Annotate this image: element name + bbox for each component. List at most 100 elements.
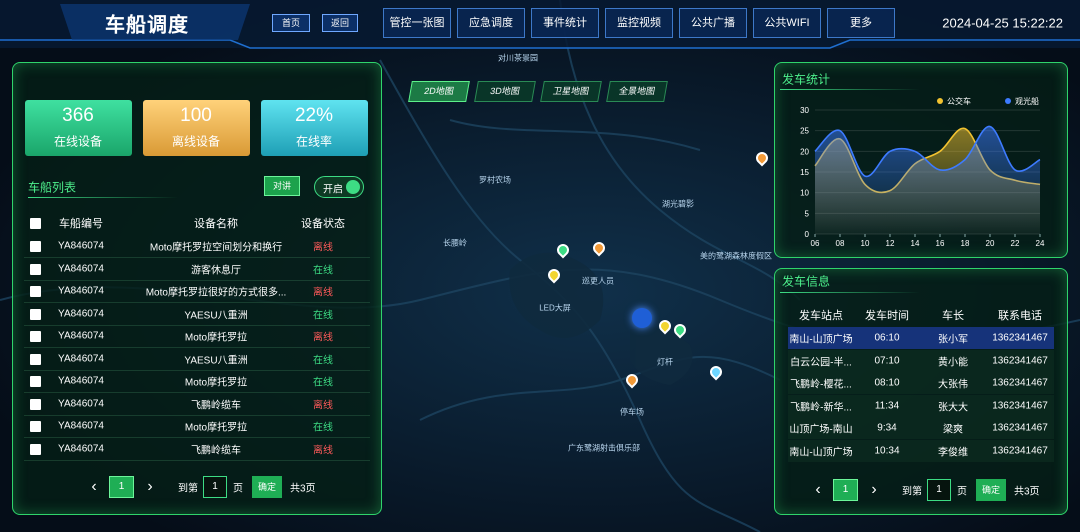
row-divider xyxy=(24,279,370,281)
header-button[interactable]: 返回 xyxy=(322,14,358,32)
table-cell: 南山-山顶广场 xyxy=(789,334,853,346)
map-marker[interactable] xyxy=(656,317,674,335)
pager-confirm[interactable]: 确定 xyxy=(976,479,1006,501)
toggle-switch[interactable]: 开启 xyxy=(314,176,364,198)
talk-button[interactable]: 对讲 xyxy=(264,176,300,196)
stat-value: 366 xyxy=(62,105,94,126)
map-label: 罗村农场 xyxy=(479,175,511,185)
table-cell: Moto摩托罗拉空间划分和换行 xyxy=(149,242,283,254)
map-marker[interactable] xyxy=(590,239,608,257)
table-cell: YAESU八重洲 xyxy=(184,310,248,321)
table-cell: 06:10 xyxy=(874,332,900,344)
checkbox[interactable] xyxy=(30,331,41,342)
table-header: 车长 xyxy=(942,310,964,322)
pager-goto: 到第 xyxy=(902,486,922,498)
checkbox[interactable] xyxy=(30,443,41,455)
pager-prev[interactable]: ‹ xyxy=(91,478,97,495)
map-marker[interactable] xyxy=(671,321,689,339)
table-cell: 在线 xyxy=(313,355,333,366)
checkbox[interactable] xyxy=(30,353,41,365)
pager-prev[interactable]: ‹ xyxy=(815,481,821,498)
row-bg[interactable] xyxy=(788,349,1054,372)
map-tab[interactable]: 全景地图 xyxy=(606,81,668,102)
table-cell: 1362341467 xyxy=(992,445,1048,456)
nav-tab[interactable]: 更多 xyxy=(827,8,895,38)
selected-row[interactable] xyxy=(788,327,1054,349)
checkbox[interactable] xyxy=(30,421,41,432)
map-tab[interactable]: 3D地图 xyxy=(474,81,536,102)
map-cluster[interactable] xyxy=(632,308,652,328)
row-bg[interactable] xyxy=(788,372,1054,394)
table-cell: 白云公园-半... xyxy=(790,357,852,368)
header-button[interactable]: 首页 xyxy=(272,14,310,32)
table-cell: 10:34 xyxy=(874,445,900,456)
pager-current[interactable]: 1 xyxy=(109,476,134,498)
map-marker[interactable] xyxy=(753,149,771,167)
row-divider xyxy=(24,347,370,348)
pager-input[interactable]: 1 xyxy=(203,476,227,498)
checkbox[interactable] xyxy=(30,308,41,320)
table-cell: 1362341467 xyxy=(992,400,1048,411)
table-cell: 飞鹏岭-新华... xyxy=(790,402,852,413)
table-cell: 离线 xyxy=(313,445,333,456)
map-marker[interactable] xyxy=(707,363,725,381)
table-cell: YA846074 xyxy=(58,398,104,409)
pager-confirm[interactable]: 确定 xyxy=(252,476,282,498)
map-marker[interactable] xyxy=(545,266,563,284)
title-underline xyxy=(780,89,920,90)
stat-value: 22% xyxy=(294,105,334,126)
table-cell: 在线 xyxy=(313,265,333,276)
map-tab[interactable]: 卫星地图 xyxy=(540,81,602,102)
stat-card: 100 离线设备 xyxy=(143,100,250,156)
checkbox[interactable] xyxy=(30,218,41,229)
title-underline xyxy=(780,292,920,293)
map-marker[interactable] xyxy=(623,371,641,389)
row-divider xyxy=(24,369,370,371)
row-bg[interactable] xyxy=(788,417,1054,439)
nav-tab[interactable]: 监控视频 xyxy=(605,8,673,38)
stat-card: 22% 在线率 xyxy=(261,100,368,156)
checkbox[interactable] xyxy=(30,376,41,387)
table-cell: YAESU八重洲 xyxy=(184,355,248,366)
map-label: 停车场 xyxy=(620,407,644,417)
nav-tab[interactable]: 管控一张图 xyxy=(383,8,451,38)
map-label: 长腰岭 xyxy=(443,238,467,248)
map-tab[interactable]: 2D地图 xyxy=(408,81,470,102)
nav-tab[interactable]: 应急调度 xyxy=(457,8,525,38)
nav-tab[interactable]: 公共广播 xyxy=(679,8,747,38)
table-cell: YA846074 xyxy=(58,263,104,274)
table-header: 联系电话 xyxy=(998,310,1042,322)
pager-total: 共3页 xyxy=(1014,486,1040,498)
nav-tab[interactable]: 事件统计 xyxy=(531,8,599,38)
table-cell: 1362341467 xyxy=(992,332,1048,344)
pager-next[interactable]: › xyxy=(871,481,877,498)
stat-card: 366 在线设备 xyxy=(25,100,132,156)
row-bg[interactable] xyxy=(788,394,1054,417)
checkbox[interactable] xyxy=(30,286,41,297)
table-cell: Moto摩托罗拉 xyxy=(184,332,248,344)
checkbox[interactable] xyxy=(30,398,41,410)
table-cell: 1362341467 xyxy=(992,377,1048,389)
datetime: 2024-04-25 15:22:22 xyxy=(942,15,1063,31)
nav-tab[interactable]: 公共WIFI xyxy=(753,8,821,38)
pager-input[interactable]: 1 xyxy=(927,479,951,501)
checkbox[interactable] xyxy=(30,241,41,252)
row-bg[interactable] xyxy=(788,439,1054,462)
info-title: 发车信息 xyxy=(782,274,831,289)
stat-label: 在线率 xyxy=(295,134,333,149)
stat-value: 100 xyxy=(180,105,212,126)
table-header: 设备状态 xyxy=(301,218,345,230)
table-cell: YA846074 xyxy=(58,420,104,432)
table-cell: 07:10 xyxy=(874,355,900,366)
map-marker[interactable] xyxy=(554,241,572,259)
table-cell: 张小军 xyxy=(938,334,968,346)
row-divider xyxy=(24,414,370,416)
table-cell: YA846074 xyxy=(58,285,104,297)
chart-title: 发车统计 xyxy=(782,72,831,87)
pager-current[interactable]: 1 xyxy=(833,479,858,501)
table-header: 设备名称 xyxy=(194,218,238,230)
table-cell: 山顶广场-南山 xyxy=(789,424,853,436)
pager-next[interactable]: › xyxy=(147,478,153,495)
checkbox[interactable] xyxy=(30,263,41,275)
